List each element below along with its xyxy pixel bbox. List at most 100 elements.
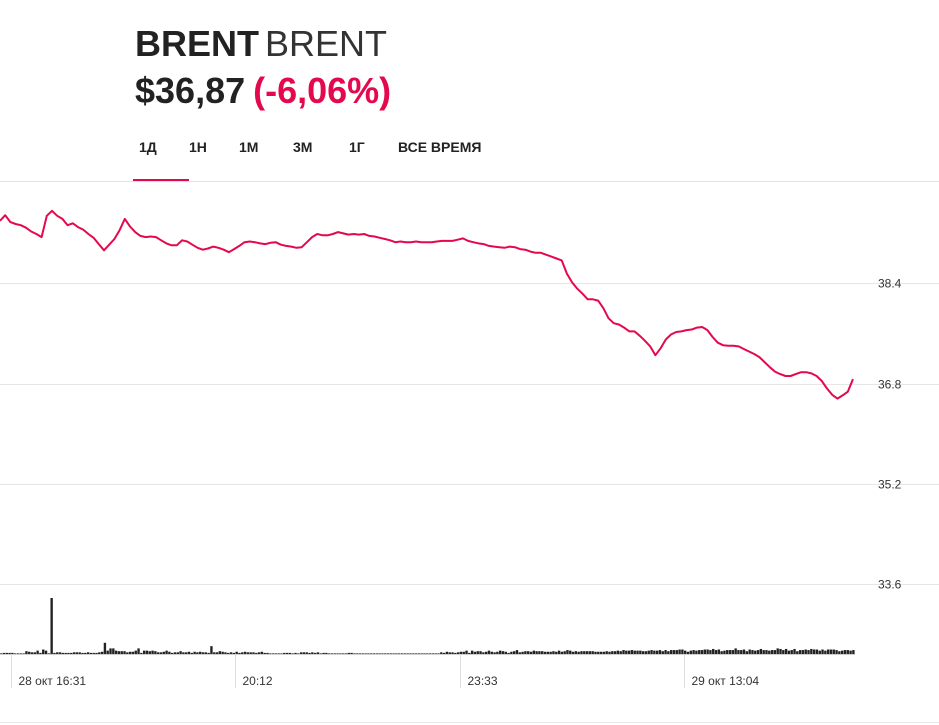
volume-bar xyxy=(218,651,222,654)
volume-bar xyxy=(98,652,101,654)
tab-1m[interactable]: 1М xyxy=(239,139,259,155)
volume-bar xyxy=(560,651,564,654)
volume-bar xyxy=(661,651,664,654)
volume-bar xyxy=(235,651,238,654)
price-series-line xyxy=(0,209,854,400)
volume-bar xyxy=(815,649,819,654)
volume-bar xyxy=(552,651,555,654)
volume-bar xyxy=(294,652,297,654)
volume-bar xyxy=(748,649,751,654)
volume-bar xyxy=(288,652,292,654)
volume-bar xyxy=(417,653,421,654)
volume-bar xyxy=(100,651,104,654)
volume-bar xyxy=(703,649,706,654)
volume-bar xyxy=(305,652,308,654)
volume-bar xyxy=(44,650,48,654)
volume-bar xyxy=(524,651,527,654)
volume-bar xyxy=(173,652,177,654)
volume-bar xyxy=(207,652,210,654)
volume-bar xyxy=(630,650,634,654)
volume-bar xyxy=(546,651,550,654)
volume-bar xyxy=(773,650,777,654)
volume-bar xyxy=(541,651,544,654)
volume-bar xyxy=(252,652,255,654)
volume-bar xyxy=(451,652,454,654)
volume-bar xyxy=(384,653,387,654)
tab-1y[interactable]: 1Г xyxy=(349,139,365,155)
volume-bar xyxy=(350,652,353,654)
volume-bar xyxy=(50,598,53,654)
volume-bar xyxy=(549,651,552,654)
volume-bar xyxy=(162,651,165,654)
volume-bar xyxy=(103,642,107,654)
volume-bars xyxy=(0,598,855,655)
tab-all-time[interactable]: ВСЕ ВРЕМЯ xyxy=(398,139,482,155)
volume-bar xyxy=(754,650,757,654)
volume-bar xyxy=(137,648,140,654)
volume-bar xyxy=(504,651,507,654)
volume-bar xyxy=(510,651,513,654)
volume-bar xyxy=(5,652,8,654)
volume-bar xyxy=(633,650,636,654)
volume-bar xyxy=(843,650,847,654)
volume-bar xyxy=(700,650,704,654)
volume-bar xyxy=(215,652,219,654)
volume-bar xyxy=(594,651,597,654)
volume-bar xyxy=(8,652,11,654)
volume-bar xyxy=(431,653,435,654)
volume-bar xyxy=(591,651,594,654)
volume-bar xyxy=(706,649,709,654)
volume-bar xyxy=(213,652,216,654)
volume-bar xyxy=(445,651,449,654)
volume-bar xyxy=(403,653,407,654)
volume-bar xyxy=(358,653,362,654)
volume-bar xyxy=(440,652,443,654)
volume-bar xyxy=(473,651,477,654)
volume-bar xyxy=(128,651,132,654)
volume-bar xyxy=(782,650,785,654)
tab-1d[interactable]: 1Д xyxy=(133,128,189,182)
volume-bar xyxy=(140,652,143,654)
volume-bar xyxy=(493,652,496,654)
volume-bar xyxy=(420,653,423,654)
volume-bar xyxy=(681,649,684,654)
volume-bar xyxy=(496,651,499,654)
volume-bar xyxy=(322,652,325,654)
tab-3m[interactable]: 3М xyxy=(293,139,313,155)
volume-bar xyxy=(106,650,109,654)
volume-bar xyxy=(726,650,729,654)
volume-bar xyxy=(723,650,726,654)
y-tick-label: 33.6 xyxy=(878,578,902,592)
volume-bar xyxy=(532,650,535,654)
volume-bar xyxy=(501,651,505,654)
volume-bar xyxy=(801,650,805,654)
volume-bar xyxy=(627,650,631,654)
volume-bar xyxy=(678,649,681,654)
volume-bar xyxy=(58,652,62,654)
volume-bar xyxy=(527,651,530,654)
volume-bar xyxy=(36,650,39,654)
volume-bar xyxy=(849,650,852,654)
volume-bar xyxy=(448,652,451,654)
volume-bar xyxy=(42,649,45,654)
volume-bar xyxy=(395,653,398,654)
volume-bar xyxy=(56,652,59,654)
volume-bar xyxy=(824,650,827,654)
tab-1h[interactable]: 1Н xyxy=(189,139,207,155)
volume-bar xyxy=(686,651,690,654)
volume-bar xyxy=(375,653,379,654)
volume-bar xyxy=(266,652,269,654)
volume-bar xyxy=(611,651,614,654)
volume-bar xyxy=(737,650,740,654)
volume-bar xyxy=(804,649,807,654)
volume-bar xyxy=(790,650,793,654)
volume-bar xyxy=(227,652,230,654)
volume-bar xyxy=(330,653,334,654)
volume-bar xyxy=(756,650,760,654)
volume-bar xyxy=(479,651,482,654)
volume-bar xyxy=(117,651,121,654)
volume-bar xyxy=(204,652,208,654)
volume-bar xyxy=(171,652,174,654)
y-tick-label: 36.8 xyxy=(878,378,902,392)
volume-bar xyxy=(580,651,583,654)
